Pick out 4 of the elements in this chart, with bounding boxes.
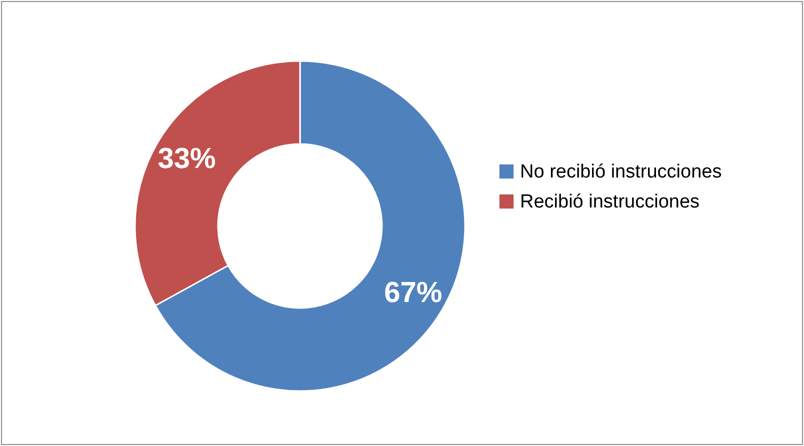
legend-label: Recibió instrucciones — [520, 192, 700, 212]
legend-label: No recibió instrucciones — [520, 162, 722, 182]
data-label: 33% — [158, 143, 216, 176]
data-label: 67% — [384, 276, 442, 309]
